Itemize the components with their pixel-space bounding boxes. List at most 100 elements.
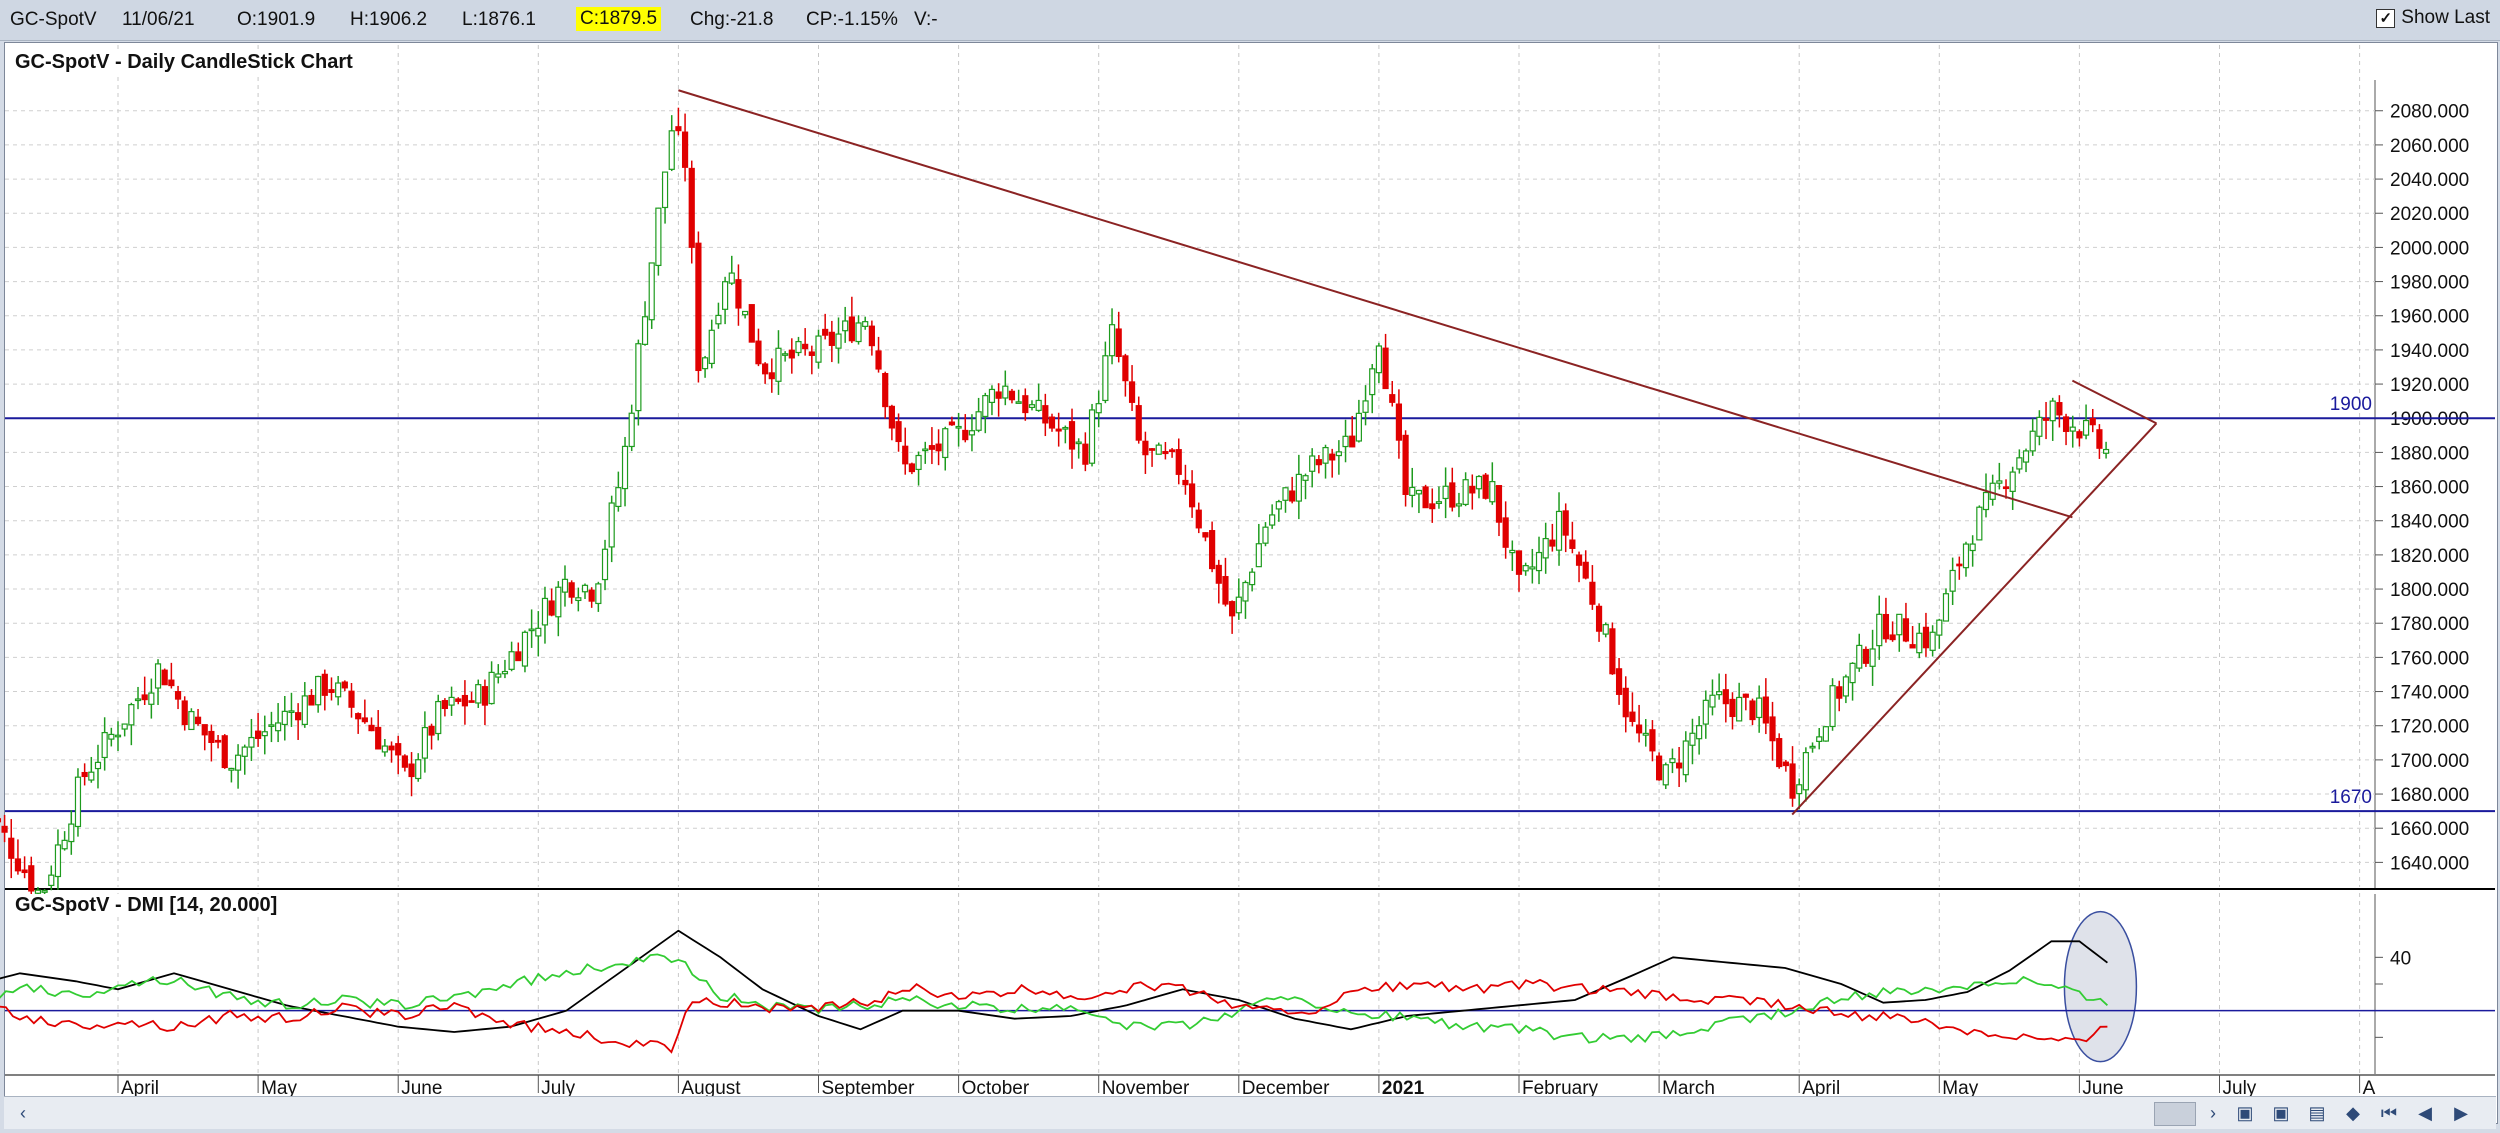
candle-up bbox=[1362, 400, 1369, 413]
candle-down bbox=[355, 713, 362, 720]
candle-down bbox=[1676, 762, 1683, 769]
show-last-toggle[interactable]: ✓ Show Last bbox=[2376, 7, 2490, 29]
first-page-icon[interactable]: ⏮ bbox=[2380, 1103, 2398, 1123]
y-tick-label: 2000.000 bbox=[2390, 238, 2469, 259]
candle-down bbox=[908, 463, 916, 473]
candle-up bbox=[268, 724, 275, 727]
candle-down bbox=[688, 167, 695, 248]
quote-bar: GC-SpotV 11/06/21 O:1901.9 H:1906.2 L:18… bbox=[0, 0, 2500, 41]
candle-up bbox=[615, 487, 622, 508]
candle-down bbox=[1215, 564, 1222, 584]
scrollbar-thumb[interactable] bbox=[2154, 1102, 2196, 1126]
candle-down bbox=[1042, 405, 1049, 424]
candle-up bbox=[288, 710, 295, 714]
candle-down bbox=[1162, 451, 1169, 455]
candle-down bbox=[548, 600, 555, 616]
candle-down bbox=[481, 686, 489, 706]
candle-down bbox=[28, 865, 35, 892]
dmi-series-adx bbox=[0, 929, 2108, 1033]
candle-down bbox=[461, 694, 469, 707]
candle-up bbox=[475, 684, 482, 704]
candle-down bbox=[755, 340, 762, 365]
candle-up bbox=[1335, 451, 1342, 457]
x-tick-label: July bbox=[541, 1078, 575, 1099]
candle-up bbox=[2022, 450, 2030, 463]
candle-down bbox=[1762, 696, 1769, 724]
x-tick-label: October bbox=[962, 1078, 1030, 1099]
candle-up bbox=[1489, 480, 1496, 503]
save-icon[interactable]: ▤ bbox=[2308, 1103, 2326, 1123]
candle-up bbox=[1322, 446, 1329, 464]
candle-down bbox=[1655, 755, 1663, 781]
candle-down bbox=[1202, 532, 1209, 538]
candle-up bbox=[495, 673, 502, 678]
change-pct-label: CP:-1.15% bbox=[806, 9, 898, 30]
candle-up bbox=[1108, 324, 1116, 357]
candle-down bbox=[168, 679, 175, 687]
candle-up bbox=[1509, 549, 1516, 554]
candle-down bbox=[1769, 716, 1776, 742]
y-tick-label: 1940.000 bbox=[2390, 341, 2469, 362]
candle-up bbox=[1269, 514, 1276, 526]
candle-up bbox=[661, 171, 669, 209]
candle-down bbox=[1142, 440, 1149, 456]
y-tick-label: 1720.000 bbox=[2390, 717, 2469, 738]
candle-down bbox=[1148, 448, 1156, 451]
prev-page-icon[interactable]: ◀ bbox=[2418, 1103, 2432, 1123]
candle-down bbox=[1329, 453, 1336, 461]
scroll-right-icon[interactable]: › bbox=[2210, 1103, 2216, 1123]
volume-label: V:- bbox=[914, 9, 938, 30]
scroll-left-icon[interactable]: ‹ bbox=[20, 1103, 26, 1123]
next-page-icon[interactable]: ▶ bbox=[2454, 1103, 2468, 1123]
candle-down bbox=[455, 698, 462, 702]
candle-down bbox=[902, 445, 909, 465]
candle-down bbox=[681, 131, 689, 168]
x-tick-label: May bbox=[261, 1078, 297, 1099]
candle-up bbox=[381, 745, 388, 753]
candle-down bbox=[1175, 449, 1182, 475]
candle-down bbox=[14, 858, 22, 872]
candle-down bbox=[1609, 628, 1616, 675]
symbol-label: GC-SpotV bbox=[10, 9, 97, 30]
candle-up bbox=[435, 700, 442, 735]
x-tick-label: February bbox=[1522, 1078, 1599, 1099]
candle-down bbox=[1729, 698, 1736, 718]
show-last-checkbox[interactable]: ✓ bbox=[2376, 8, 2396, 28]
candle-up bbox=[241, 746, 248, 757]
y-tick-label: 1900.000 bbox=[2390, 409, 2469, 430]
candle-up bbox=[1342, 435, 1349, 448]
candle-down bbox=[735, 279, 742, 309]
candle-up bbox=[595, 583, 602, 605]
pan-icon[interactable]: ◆ bbox=[2346, 1103, 2360, 1123]
candle-up bbox=[1302, 475, 1309, 481]
zoom-out-icon[interactable]: ▣ bbox=[2272, 1103, 2290, 1123]
candle-up bbox=[1262, 526, 1269, 544]
candle-down bbox=[928, 445, 936, 450]
candle-up bbox=[1415, 489, 1423, 495]
y-tick-label: 1920.000 bbox=[2390, 375, 2469, 396]
horizontal-scrollbar[interactable]: ‹ › ▣ ▣ ▤ ◆ ⏮ ◀ ▶ bbox=[4, 1096, 2496, 1129]
candle-up bbox=[1088, 409, 1096, 464]
candle-down bbox=[1629, 711, 1636, 722]
candle-up bbox=[1028, 404, 1036, 409]
candle-down bbox=[395, 743, 402, 756]
dmi-pane-title: GC-SpotV - DMI [14, 20.000] bbox=[13, 894, 280, 917]
candle-down bbox=[2002, 486, 2010, 490]
zoom-in-icon[interactable]: ▣ bbox=[2236, 1103, 2254, 1123]
candle-up bbox=[128, 704, 135, 726]
candle-up bbox=[1876, 613, 1883, 647]
candle-up bbox=[1369, 368, 1376, 396]
x-tick-label: A bbox=[2363, 1078, 2376, 1099]
candle-down bbox=[1122, 355, 1129, 382]
candle-up bbox=[61, 839, 68, 850]
dmi-y-tick-label: 40 bbox=[2390, 948, 2411, 969]
candle-up bbox=[134, 698, 142, 702]
candle-down bbox=[1482, 474, 1489, 499]
candle-down bbox=[882, 373, 889, 408]
y-tick-label: 1860.000 bbox=[2390, 478, 2469, 499]
candle-up bbox=[1916, 632, 1923, 654]
candle-up bbox=[628, 412, 635, 448]
candle-down bbox=[401, 755, 408, 768]
candle-down bbox=[1188, 483, 1196, 508]
